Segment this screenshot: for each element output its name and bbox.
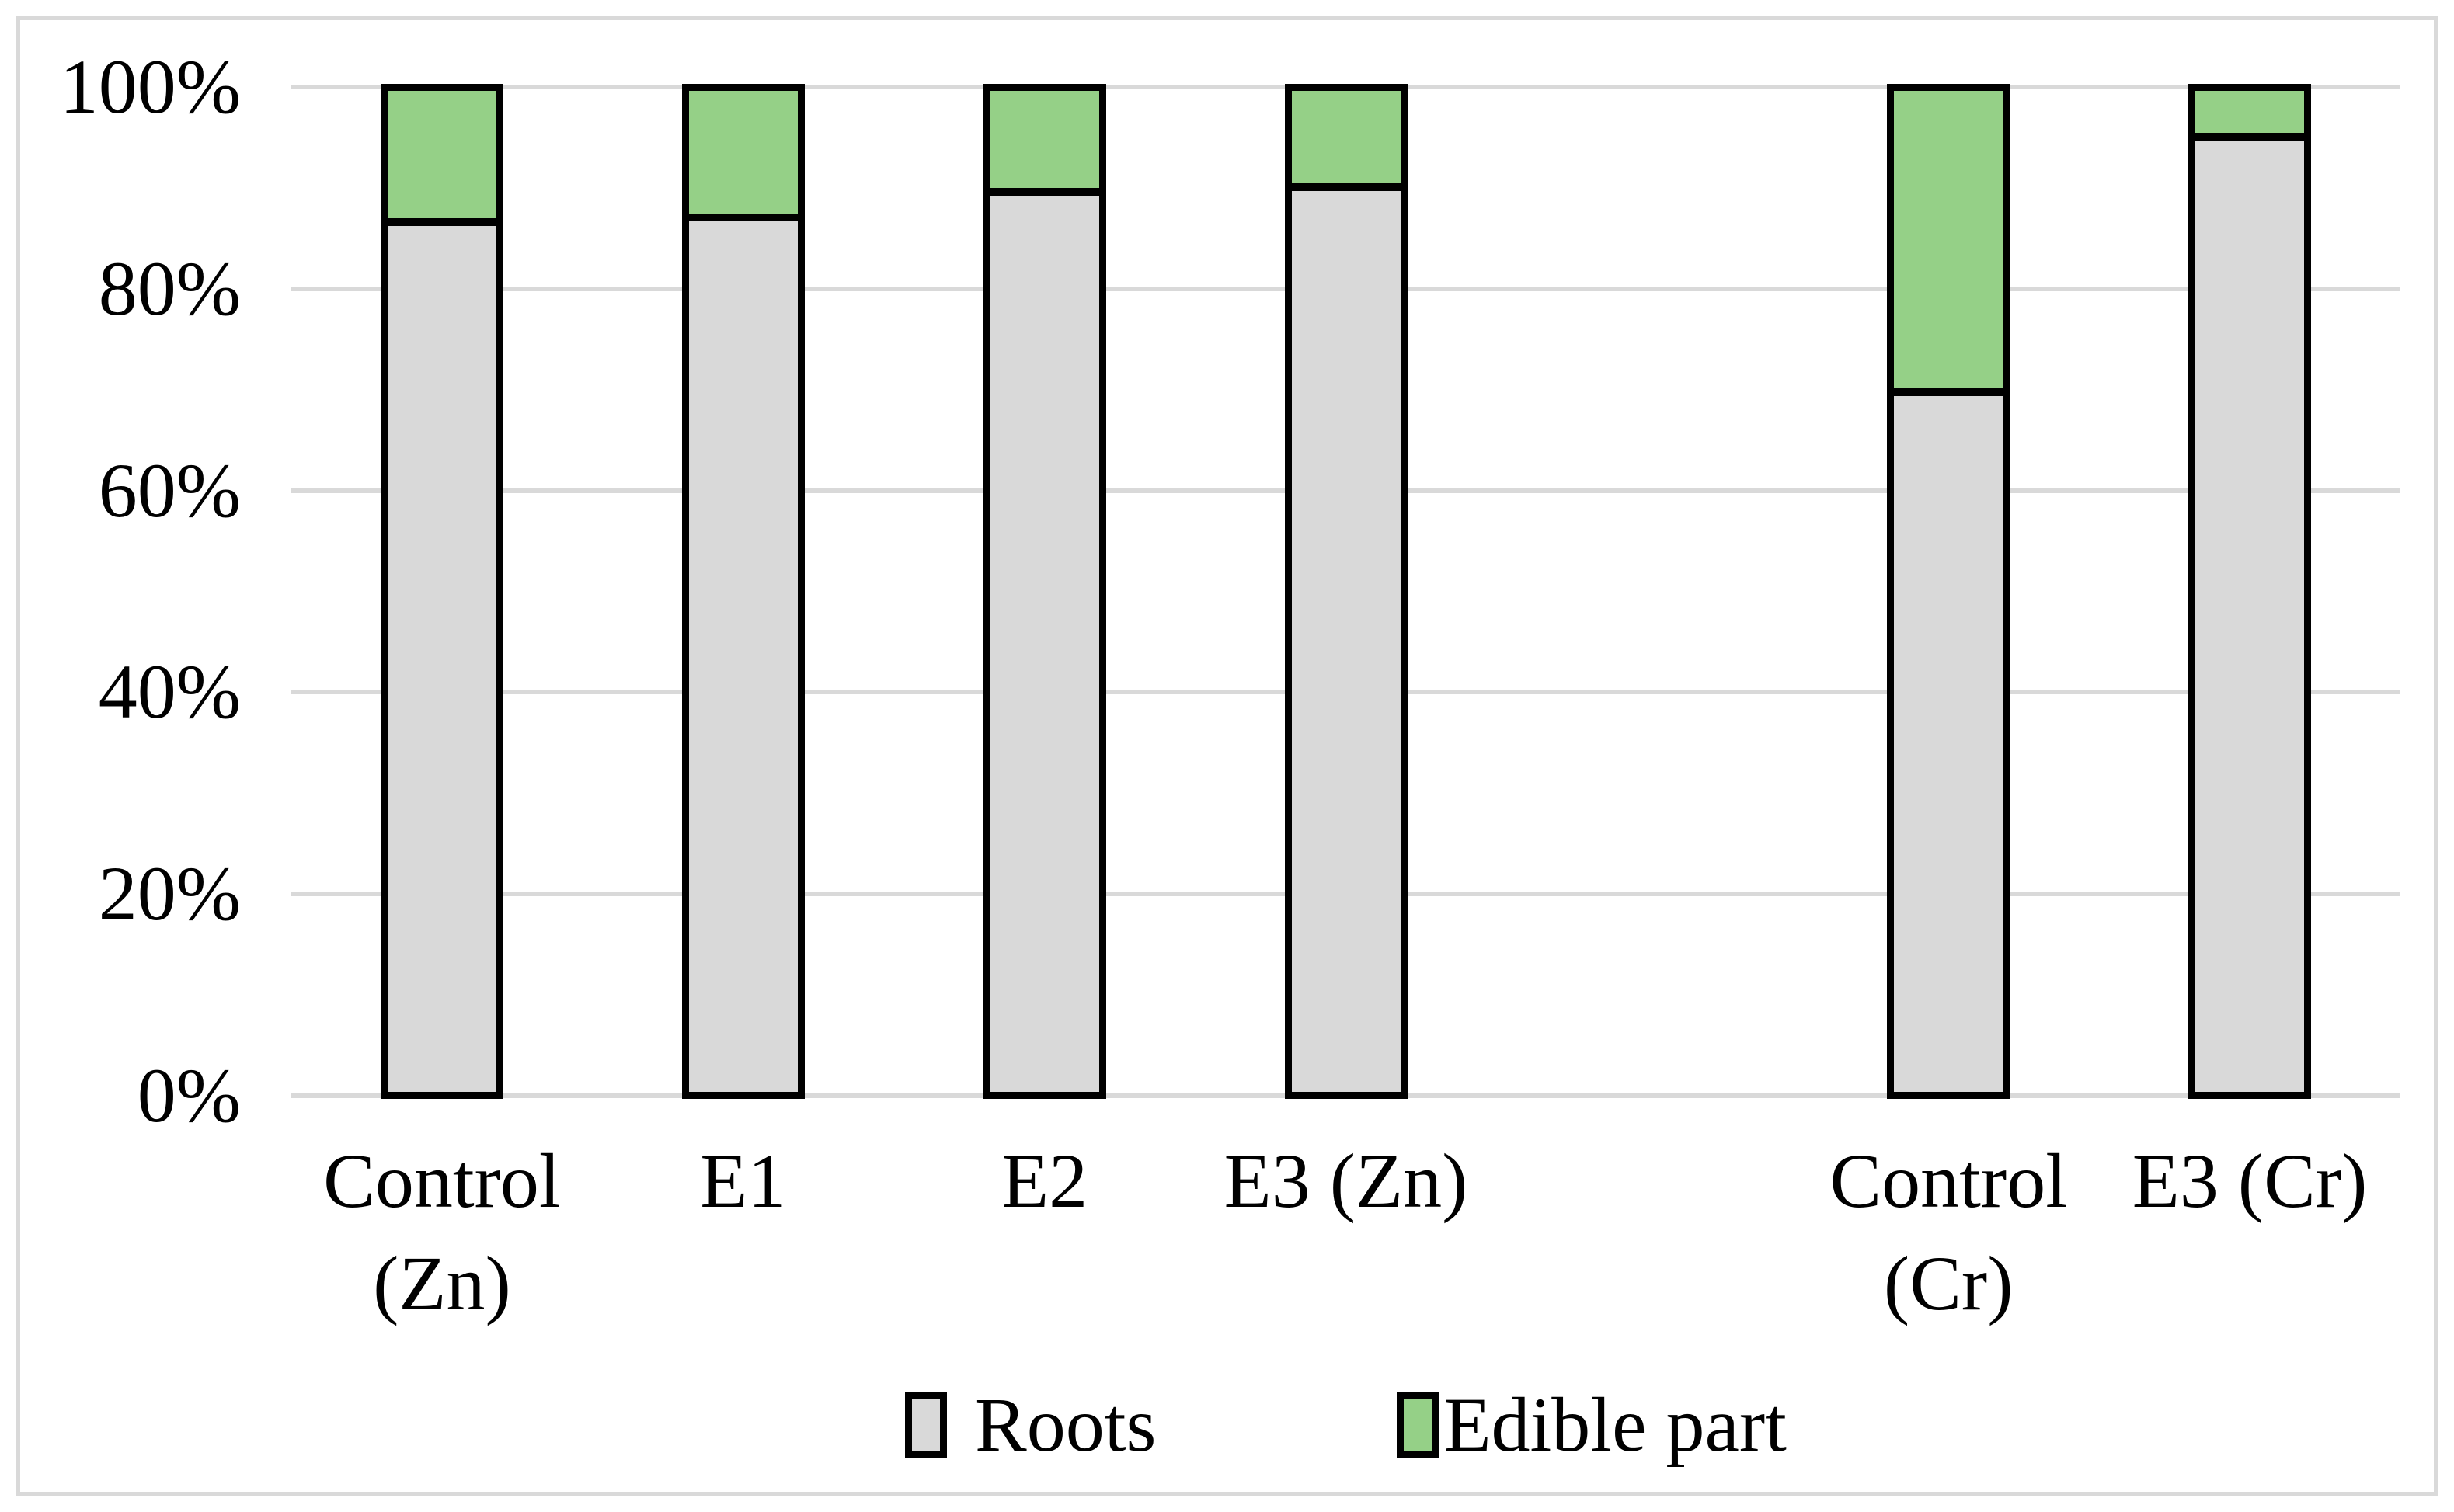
bar-e3-zn <box>1284 84 1408 1099</box>
bar-control-cr <box>1887 84 2010 1099</box>
segment-edible-part <box>387 91 496 226</box>
y-tick-label-40: 40% <box>98 648 241 735</box>
y-tick-label-60: 60% <box>98 447 241 534</box>
segment-edible-part <box>1291 91 1401 191</box>
segment-edible-part <box>688 91 798 221</box>
segment-roots <box>1291 190 1401 1092</box>
legend-label: Roots <box>975 1382 1157 1468</box>
segment-roots <box>2195 141 2305 1092</box>
y-tick-label-0: 0% <box>137 1052 241 1138</box>
y-tick-label-80: 80% <box>98 245 241 332</box>
segment-edible-part <box>990 91 1099 196</box>
segment-roots <box>688 221 798 1092</box>
y-tick-label-100: 100% <box>59 43 241 130</box>
x-axis-label-e1: E1 <box>700 1138 787 1224</box>
bar-e3-cr <box>2188 84 2312 1099</box>
y-tick-label-20: 20% <box>98 850 241 937</box>
legend-swatch-icon <box>905 1392 948 1458</box>
segment-edible-part <box>1894 91 2003 397</box>
x-axis-label-control-cr: Control (Cr) <box>1829 1138 2067 1326</box>
segment-roots <box>1894 396 2003 1092</box>
x-axis-label-control-zn: Control (Zn) <box>323 1138 561 1326</box>
bar-e1 <box>681 84 805 1099</box>
segment-roots <box>990 196 1099 1092</box>
bar-e2 <box>983 84 1106 1099</box>
legend-item-edible-part: Edible part <box>1397 1378 1787 1472</box>
legend-swatch-icon <box>1397 1392 1439 1458</box>
bar-control-zn <box>380 84 503 1099</box>
segment-roots <box>387 226 496 1092</box>
x-axis-label-e3-zn: E3 (Zn) <box>1224 1138 1468 1224</box>
x-axis-label-e2: E2 <box>1001 1138 1088 1224</box>
legend-label: Edible part <box>1443 1382 1787 1468</box>
legend-item-roots: Roots <box>905 1378 1156 1472</box>
x-axis-label-e3-cr: E3 (Cr) <box>2132 1138 2368 1224</box>
segment-edible-part <box>2195 91 2305 141</box>
legend: Roots Edible part <box>291 1371 2400 1479</box>
